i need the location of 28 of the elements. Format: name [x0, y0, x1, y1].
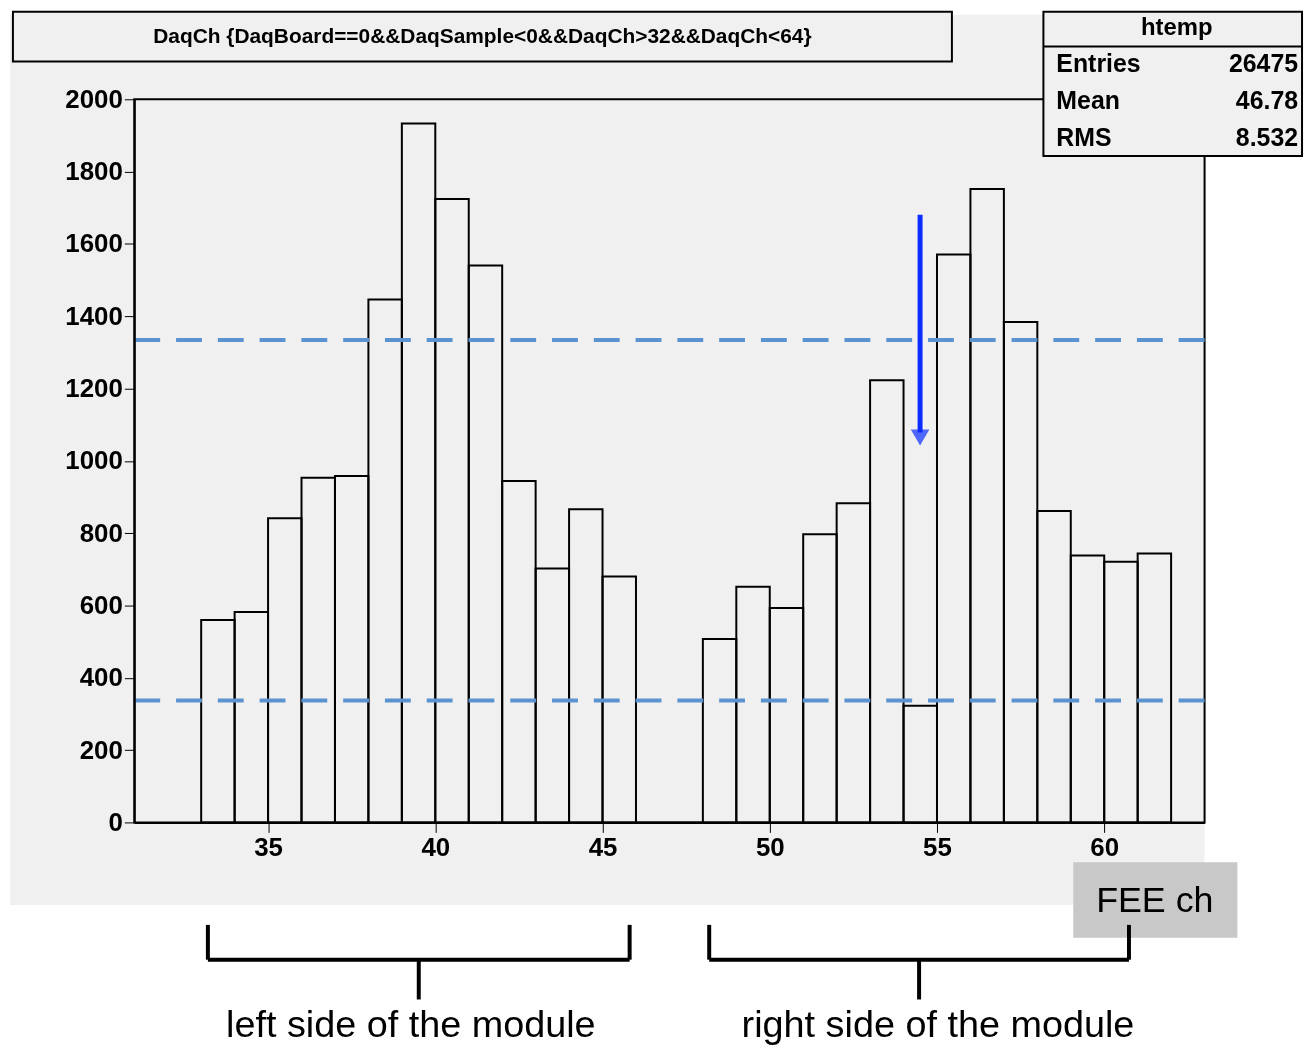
text: right side of the module: [741, 1003, 1135, 1046]
y-tick-label: 1600: [65, 229, 123, 258]
y-tick-label: 1400: [65, 301, 123, 330]
text: htemp: [1140, 12, 1213, 40]
y-tick-label: 2000: [65, 84, 123, 113]
text: 26475: [1228, 49, 1299, 78]
y-tick-label: 600: [79, 590, 123, 619]
text: 46.78: [1235, 86, 1299, 115]
x-axis-title: FEE ch: [1096, 879, 1214, 920]
y-tick-label: 200: [79, 735, 123, 764]
y-tick-label: 1800: [65, 157, 123, 186]
text: Entries: [1056, 49, 1141, 78]
y-tick-label: 400: [79, 663, 123, 692]
text: 8.532: [1235, 123, 1299, 152]
y-tick-label: 1000: [65, 446, 123, 475]
y-tick-label: 800: [79, 518, 123, 547]
annotation: RMS: [1056, 123, 1112, 152]
text: left side of the module: [225, 1003, 596, 1046]
x-tick-label: 50: [755, 832, 785, 861]
chart-title: DaqCh {DaqBoard==0&&DaqSample<0&&DaqCh>32&&DaqCh<64}: [153, 23, 812, 47]
x-tick-label: 40: [421, 832, 451, 861]
x-tick-label: 55: [923, 832, 952, 861]
y-tick-label: 0: [108, 807, 123, 836]
annotation: Mean: [1056, 86, 1120, 115]
x-tick-label: 60: [1090, 832, 1120, 861]
x-tick-label: 45: [588, 832, 618, 861]
x-tick-label: 35: [254, 832, 283, 861]
y-tick-label: 1200: [65, 373, 123, 402]
